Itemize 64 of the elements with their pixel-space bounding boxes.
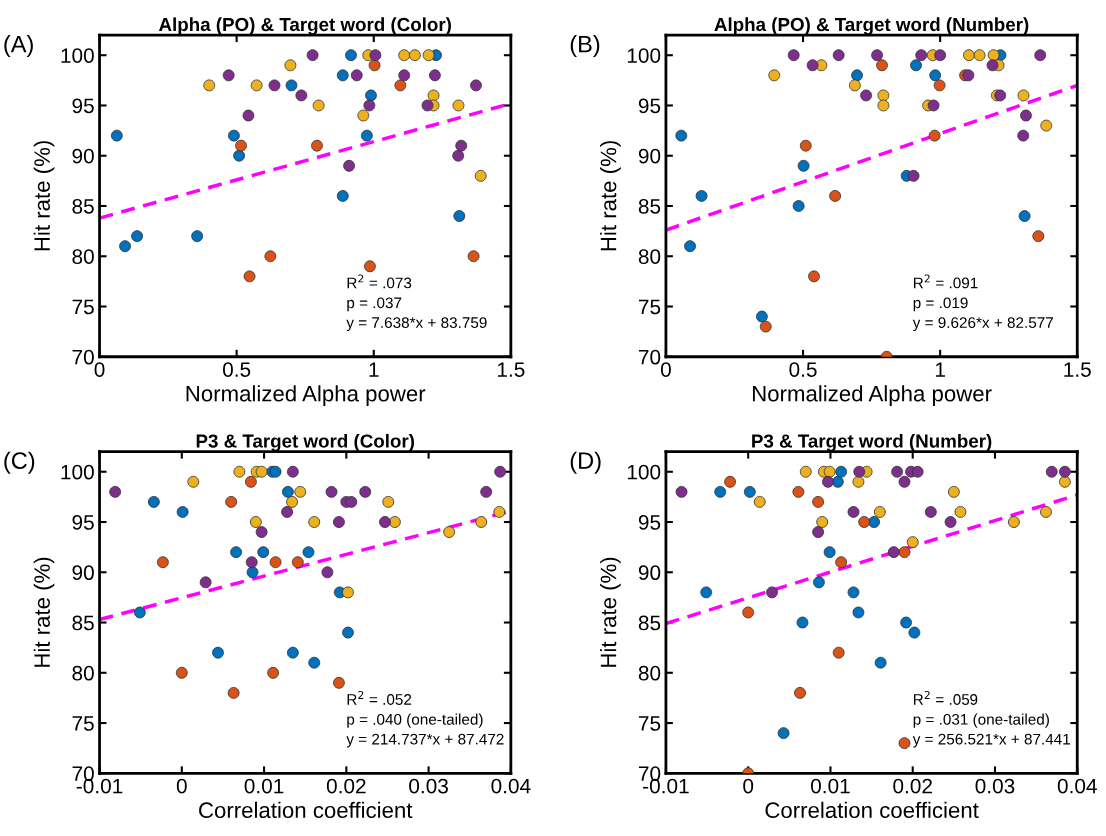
chart-title: P3 & Target word (Color)	[196, 433, 414, 452]
x-tick-label: 0.03	[975, 778, 1015, 794]
text: (A)	[4, 35, 33, 58]
x-axis-title: Correlation coefficient	[199, 801, 413, 819]
y-tick-label: 100	[627, 464, 661, 480]
annotation: R$^{2}$ = .073 p = .037 y = 7.638*x + 83.759	[346, 274, 487, 332]
y-tick-label: 95	[72, 515, 94, 530]
y-tick-label: 75	[638, 716, 661, 731]
annotation: R$^{2}$ = .052 p = .040 (one-tailed) y = 214.737*x + 87.472	[346, 690, 504, 748]
x-tick-label: 0.5	[789, 362, 817, 377]
y-tick-label: 90	[638, 565, 661, 581]
y-tick-label: 75	[72, 716, 94, 731]
y-tick-label: 80	[72, 249, 94, 264]
y-tick-label: 70	[72, 349, 94, 365]
x-tick-label: 1.5	[497, 362, 525, 377]
x-tick-label: 0.03	[409, 778, 448, 794]
x-tick-label: 1	[935, 362, 945, 377]
y-tick-label: 90	[638, 148, 661, 164]
text: (D)	[570, 451, 601, 474]
x-tick-label: 0	[743, 778, 754, 794]
x-tick-label: 0	[660, 362, 671, 377]
y-axis-title: Hit rate (%)	[33, 141, 55, 251]
x-tick-label: 0	[94, 362, 105, 377]
y-tick-label: 85	[72, 198, 94, 214]
x-tick-label: 0.04	[491, 778, 531, 794]
x-tick-label: 0	[176, 778, 187, 794]
y-tick-label: 75	[72, 299, 94, 315]
text: (C)	[4, 451, 35, 474]
annotation: R$^{2}$ = .059 p = .031 (one-tailed) y = 256.521*x + 87.441	[912, 690, 1070, 748]
y-tick-label: 100	[61, 48, 94, 63]
x-tick-label: 0.01	[810, 778, 850, 794]
x-axis-title: Normalized Alpha power	[186, 385, 426, 406]
y-tick-label: 85	[638, 198, 661, 214]
y-tick-label: 80	[72, 665, 94, 681]
y-tick-label: 90	[72, 565, 94, 581]
x-tick-label: 0.02	[893, 778, 932, 794]
chart-title: P3 & Target word (Number)	[752, 433, 992, 452]
y-tick-label: 90	[72, 148, 94, 164]
y-tick-label: 80	[638, 665, 661, 681]
x-axis-title: Correlation coefficient	[765, 801, 979, 819]
y-tick-label: 70	[638, 349, 661, 365]
chart-title: Alpha (PO) & Target word (Number)	[714, 17, 1029, 35]
y-tick-label: 85	[72, 615, 94, 631]
x-tick-label: 0.02	[326, 778, 366, 794]
x-tick-label: 0.5	[222, 362, 251, 377]
chart-title: Alpha (PO) & Target word (Color)	[158, 17, 451, 35]
y-tick-label: 95	[638, 98, 661, 114]
text: (B)	[570, 35, 600, 58]
x-tick-label: 0.01	[244, 778, 284, 794]
y-tick-label: 85	[638, 615, 661, 631]
y-tick-label: 100	[627, 48, 661, 63]
y-tick-label: 75	[638, 299, 661, 315]
annotation: R$^{2}$ = .091 p = .019 y = 9.626*x + 82.577	[912, 274, 1053, 332]
x-axis-title: Normalized Alpha power	[752, 385, 992, 406]
y-axis-title: Hit rate (%)	[33, 557, 55, 667]
x-tick-label: 1	[369, 362, 379, 377]
x-tick-label: 0.04	[1057, 778, 1097, 794]
y-tick-label: 80	[638, 249, 661, 264]
y-tick-label: 100	[61, 464, 94, 480]
y-tick-label: 95	[72, 98, 94, 114]
y-axis-title: Hit rate (%)	[600, 141, 621, 251]
x-tick-label: 1.5	[1064, 362, 1091, 377]
y-axis-title: Hit rate (%)	[600, 557, 621, 667]
y-tick-label: 95	[638, 515, 661, 530]
